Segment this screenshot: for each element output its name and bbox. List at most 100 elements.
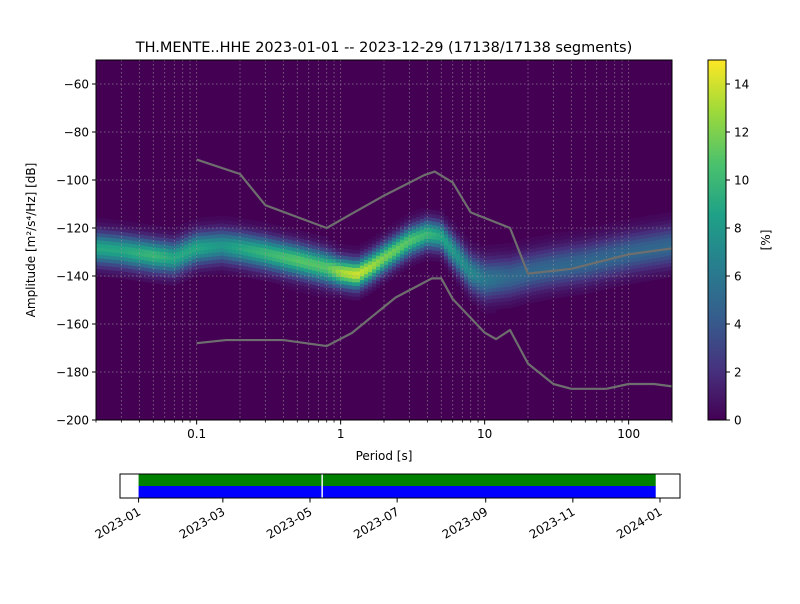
heatmap-cell	[628, 233, 633, 238]
heatmap-cell	[664, 230, 669, 235]
heatmap-cell	[136, 222, 141, 228]
heatmap-cell	[192, 233, 197, 238]
heatmap-cell	[368, 239, 373, 244]
heatmap-cell	[604, 223, 609, 229]
heatmap-cell	[656, 224, 661, 230]
heatmap-cell	[320, 268, 325, 273]
heatmap-cell	[360, 279, 365, 284]
heatmap-cell	[216, 241, 221, 246]
heatmap-cell	[540, 264, 545, 269]
heatmap-cell	[180, 249, 185, 254]
heatmap-cell	[228, 241, 233, 246]
heatmap-cell	[284, 256, 289, 261]
timeline-tick-label: 2023-05	[264, 504, 314, 541]
heatmap-cell	[492, 255, 497, 260]
heatmap-cell	[344, 287, 349, 293]
heatmap-cell	[572, 262, 577, 267]
heatmap-cell	[312, 291, 317, 296]
heatmap-cell	[320, 271, 325, 277]
heatmap-cell	[224, 270, 229, 275]
heatmap-cell	[536, 290, 541, 295]
heatmap-cell	[564, 274, 569, 279]
heatmap-cell	[660, 231, 665, 236]
heatmap-cell	[396, 245, 401, 250]
heatmap-cell	[484, 299, 489, 304]
heatmap-cell	[492, 280, 497, 285]
heatmap-cell	[360, 257, 365, 263]
heatmap-cell	[136, 230, 141, 235]
heatmap-cell	[584, 275, 589, 280]
heatmap-cell	[360, 250, 365, 255]
heatmap-cell	[160, 229, 165, 234]
heatmap-cell	[576, 258, 581, 263]
heatmap-cell	[272, 271, 277, 276]
heatmap-cell	[464, 261, 469, 266]
heatmap-cell	[648, 240, 653, 245]
heatmap-cell	[200, 264, 205, 269]
heatmap-cell	[160, 244, 165, 249]
heatmap-cell	[272, 235, 277, 240]
heatmap-cell	[472, 275, 477, 280]
heatmap-cell	[632, 228, 637, 233]
heatmap-cell	[232, 253, 237, 258]
heatmap-cell	[488, 266, 493, 271]
heatmap-cell	[408, 255, 413, 260]
heatmap-cell	[512, 303, 517, 308]
heatmap-cell	[548, 251, 553, 257]
heatmap-cell	[580, 236, 585, 241]
heatmap-cell	[632, 271, 637, 277]
heatmap-cell	[616, 278, 621, 284]
heatmap-cell	[496, 254, 501, 260]
heatmap-cell	[152, 254, 157, 259]
heatmap-cell	[660, 227, 665, 232]
heatmap-cell	[664, 234, 669, 239]
heatmap-cell	[360, 275, 365, 281]
heatmap-cell	[356, 267, 361, 272]
heatmap-cell	[504, 243, 509, 248]
heatmap-cell	[116, 227, 121, 232]
heatmap-cell	[668, 266, 672, 271]
heatmap-cell	[368, 260, 373, 265]
heatmap-cell	[276, 250, 281, 255]
heatmap-cell	[632, 221, 637, 226]
chart-title: TH.MENTE..HHE 2023-01-01 -- 2023-12-29 (…	[135, 40, 633, 56]
heatmap-cell	[320, 264, 325, 269]
heatmap-cell	[536, 275, 541, 280]
heatmap-cell	[396, 227, 401, 232]
heatmap-cell	[316, 263, 321, 268]
heatmap-cell	[284, 274, 289, 279]
heatmap-cell	[368, 282, 373, 287]
heatmap-cell	[272, 267, 277, 273]
heatmap-cell	[564, 263, 569, 268]
heatmap-cell	[160, 280, 165, 285]
x-axis-label: Period [s]	[356, 449, 413, 463]
heatmap-cell	[648, 233, 653, 238]
heatmap-cell	[508, 275, 513, 280]
heatmap-cell	[312, 280, 317, 286]
heatmap-cell	[216, 266, 221, 271]
heatmap-cell	[316, 260, 321, 265]
heatmap-cell	[628, 222, 633, 227]
heatmap-cell	[632, 246, 637, 251]
heatmap-cell	[620, 227, 625, 232]
heatmap-cell	[196, 253, 201, 258]
heatmap-cell	[436, 225, 441, 230]
heatmap-cell	[532, 298, 537, 303]
heatmap-cell	[584, 271, 589, 276]
heatmap-cell	[440, 234, 445, 239]
heatmap-cell	[524, 278, 529, 283]
heatmap-cell	[344, 244, 349, 249]
heatmap-cell	[368, 249, 373, 255]
heatmap-cell	[444, 237, 449, 242]
heatmap-cell	[552, 287, 557, 292]
heatmap-cell	[132, 251, 137, 256]
heatmap-cell	[348, 252, 353, 257]
heatmap-cell	[608, 237, 613, 242]
heatmap-cell	[512, 263, 517, 268]
heatmap-cell	[308, 272, 313, 277]
heatmap-cell	[172, 256, 177, 261]
heatmap-cell	[628, 218, 633, 223]
heatmap-cell	[344, 251, 349, 257]
heatmap-cell	[520, 250, 525, 255]
heatmap-cell	[164, 230, 169, 235]
